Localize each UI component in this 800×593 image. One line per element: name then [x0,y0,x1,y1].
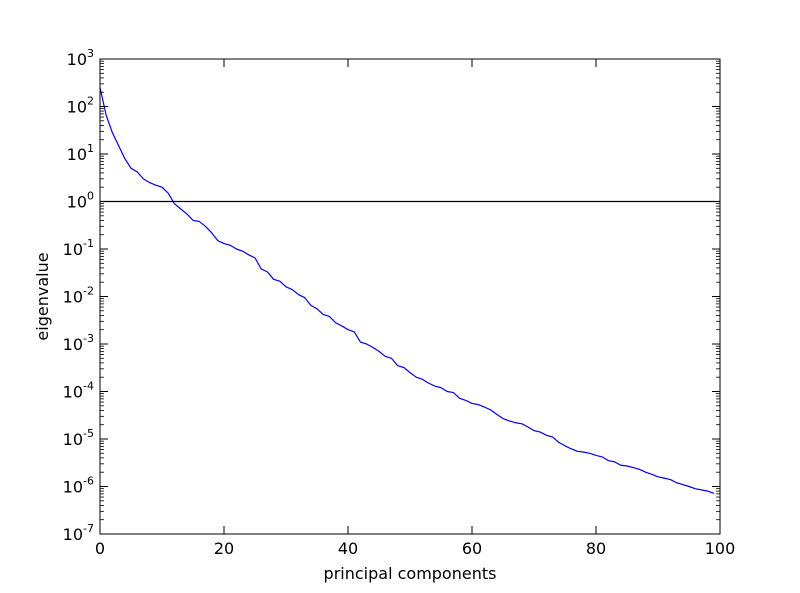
y-tick-label: 10-1 [63,237,94,259]
x-axis-label: principal components [324,564,497,583]
y-tick-label: 10-6 [63,475,94,497]
x-tick-label: 100 [705,539,736,558]
y-tick-label: 10-2 [63,285,94,307]
series-line-0 [99,87,714,494]
x-tick-label: 80 [586,539,606,558]
y-tick-label: 10-4 [63,380,94,402]
x-tick-label: 40 [338,539,358,558]
y-tick-label: 10-5 [63,427,94,449]
y-tick-label: 100 [67,190,94,212]
y-tick-label: 102 [67,95,94,117]
plot-frame [99,58,721,535]
x-tick-label: 0 [95,539,105,558]
x-tick-label: 20 [214,539,234,558]
x-tick-label: 60 [462,539,482,558]
y-tick-label: 103 [67,47,94,69]
plot-layer [99,87,714,494]
y-tick-label: 10-3 [63,332,94,354]
y-axis-label: eigenvalue [33,252,52,340]
ticks-layer: 0 20 40 60 80 100 103 102 101 100 10-1 10-2 10-3 10-4… [63,47,736,558]
y-tick-label: 10-7 [63,522,94,544]
y-tick-label: 101 [67,142,94,164]
